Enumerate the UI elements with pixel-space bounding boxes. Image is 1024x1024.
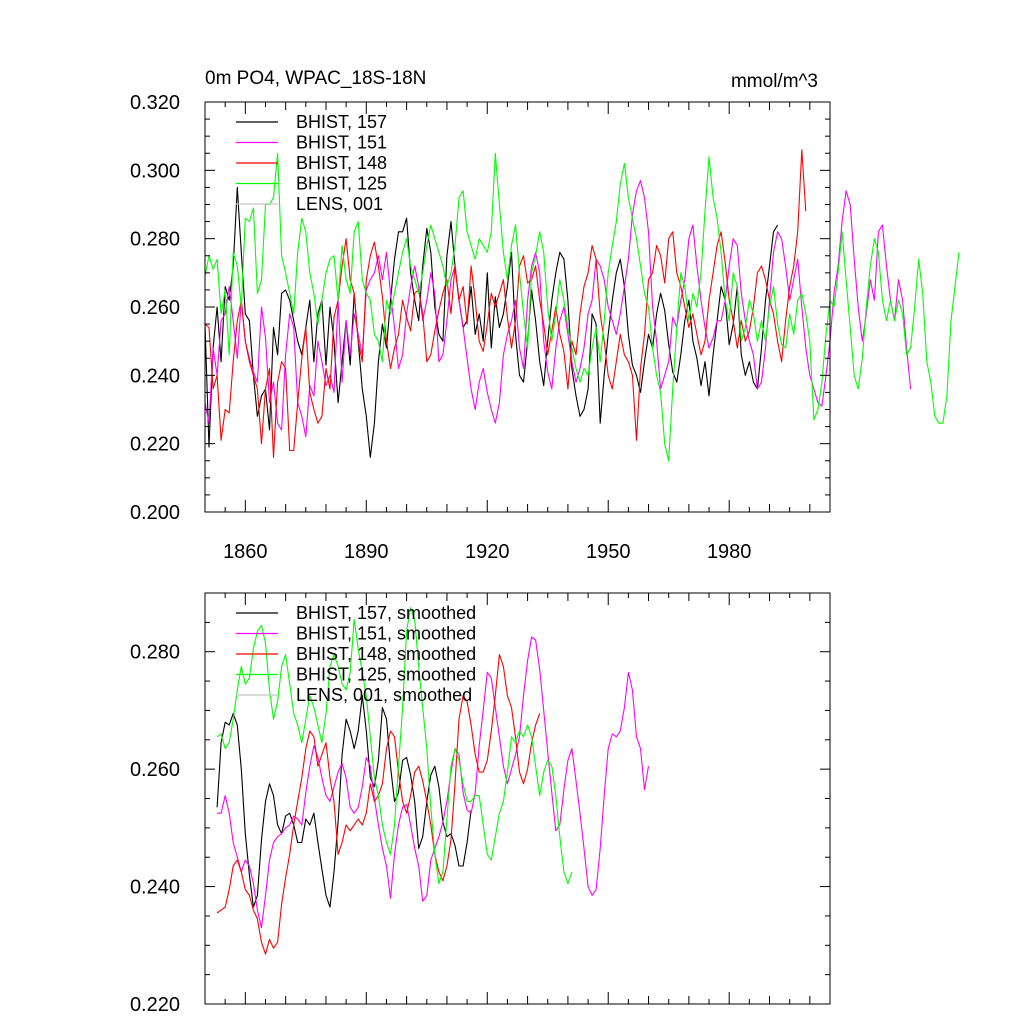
chart-title: 0m PO4, WPAC_18S-18N	[205, 68, 426, 89]
series-line-bhist-148	[204, 149, 807, 458]
series-line-bhist-157-smoothed	[216, 695, 472, 908]
y-tick-label: 0.220	[130, 994, 180, 1016]
x-tick-label: 1980	[707, 541, 752, 563]
top-panel: 0.200 0.220 0.240 0.260 0.280 0.300 0.320 1860 1…	[130, 92, 960, 563]
units-label: mmol/m^3	[731, 71, 818, 92]
legend-label: BHIST, 125, smoothed	[296, 665, 476, 685]
legend-label: BHIST, 151, smoothed	[296, 624, 476, 644]
series-line-bhist-151-smoothed	[217, 636, 650, 929]
y-tick-label: 0.240	[130, 877, 180, 899]
legend-label: BHIST, 157	[296, 112, 387, 132]
y-tick-label: 0.220	[130, 434, 180, 456]
x-tick-label: 1890	[344, 541, 389, 563]
series-line-bhist-125-smoothed	[216, 607, 573, 885]
x-tick-label: 1860	[223, 541, 268, 563]
legend-label: BHIST, 151	[296, 133, 387, 153]
y-tick-label: 0.240	[130, 365, 180, 387]
legend-label: BHIST, 148	[296, 153, 387, 173]
legend-label: BHIST, 148, smoothed	[296, 644, 476, 664]
y-tick-label: 0.260	[130, 297, 180, 319]
y-tick-label: 0.200	[130, 502, 180, 524]
y-tick-label: 0.260	[130, 759, 180, 781]
y-tick-label: 0.300	[130, 160, 180, 182]
series-line-bhist-157	[204, 186, 779, 458]
series-line-bhist-151	[204, 180, 912, 438]
legend-label: BHIST, 125	[296, 174, 387, 194]
y-tick-label: 0.280	[130, 229, 180, 251]
legend-label: LENS, 001, smoothed	[296, 685, 472, 705]
x-tick-label: 1920	[465, 541, 510, 563]
series-line-bhist-125	[204, 152, 960, 462]
legend-label: BHIST, 157, smoothed	[296, 603, 476, 623]
legend-label: LENS, 001	[296, 194, 383, 214]
bottom-panel: 0.220 0.240 0.260 0.280 BHIST, 157, smoothed…	[130, 592, 831, 1016]
y-tick-label: 0.320	[130, 92, 180, 114]
y-tick-label: 0.280	[130, 642, 180, 664]
x-tick-label: 1950	[586, 541, 631, 563]
